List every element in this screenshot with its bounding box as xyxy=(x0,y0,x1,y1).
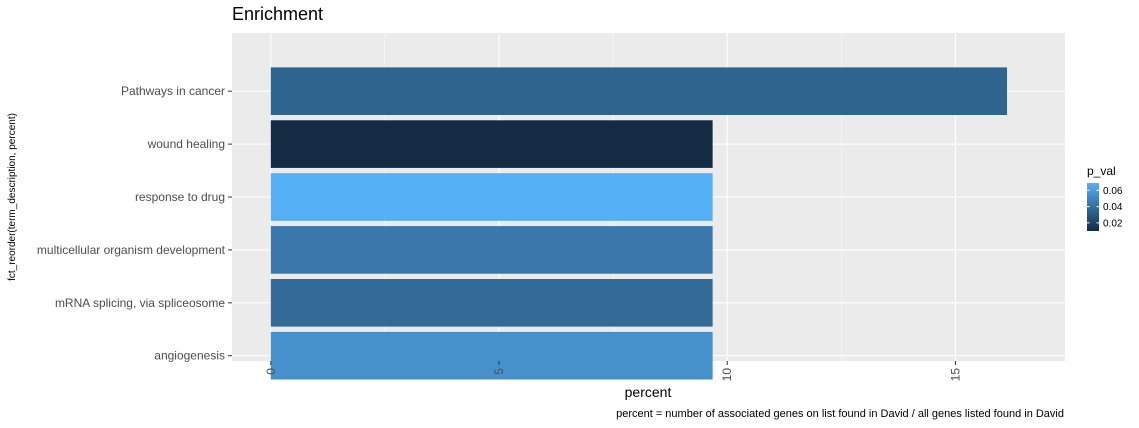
bar xyxy=(270,67,1008,115)
legend-tick-label: 0.06 xyxy=(1103,186,1123,197)
y-tick-labels: Pathways in cancer wound healing response … xyxy=(37,84,232,363)
y-tick-label: response to drug xyxy=(135,190,225,204)
legend: p_val 0.06 0.04 0.02 xyxy=(1087,164,1123,231)
legend-colorbar xyxy=(1087,183,1099,231)
y-tick-label: wound healing xyxy=(147,137,225,151)
x-tick-label: 15 xyxy=(948,368,962,382)
y-tick-label: Pathways in cancer xyxy=(121,84,225,98)
bar xyxy=(270,173,713,221)
x-tick-label: 5 xyxy=(492,368,506,375)
chart-title: Enrichment xyxy=(232,4,323,24)
y-tick-label: multicellular organism development xyxy=(37,243,226,257)
x-tick-label: 10 xyxy=(720,368,734,382)
x-axis-title: percent xyxy=(625,384,672,400)
y-tick-label: angiogenesis xyxy=(154,349,225,363)
chart-caption: percent = number of associated genes on … xyxy=(616,408,1064,420)
bars xyxy=(270,67,1008,380)
legend-title: p_val xyxy=(1087,164,1116,178)
bar xyxy=(270,331,713,380)
x-tick-label: 0 xyxy=(264,368,278,375)
x-tick-labels: 0 5 10 15 xyxy=(264,361,962,382)
legend-ticks: 0.06 0.04 0.02 xyxy=(1087,186,1123,229)
bar xyxy=(270,226,713,274)
y-axis-title: fct_reorder(term_description, percent) xyxy=(7,113,18,281)
bar xyxy=(270,120,713,168)
bar xyxy=(270,279,713,327)
legend-tick-label: 0.04 xyxy=(1103,202,1123,213)
y-tick-label: mRNA splicing, via spliceosome xyxy=(55,296,225,310)
legend-tick-label: 0.02 xyxy=(1103,218,1123,229)
